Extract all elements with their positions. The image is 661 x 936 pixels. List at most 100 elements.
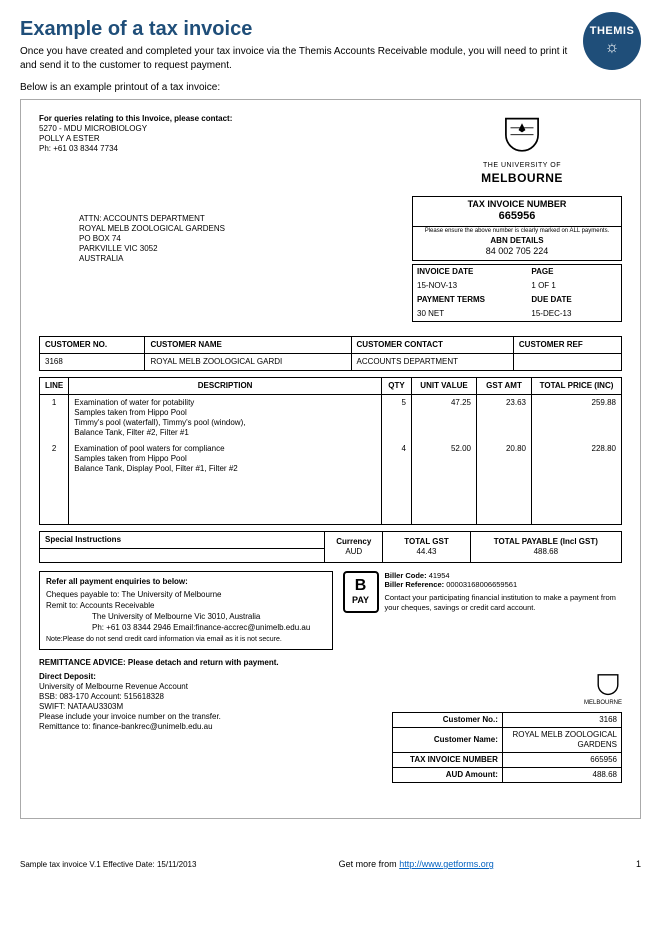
stub-l-custno: Customer No.: [393,712,503,727]
totals-h-gst: TOTAL GST [388,537,464,547]
pay-l3: The University of Melbourne Vic 3010, Au… [46,612,326,622]
lines-h-desc: DESCRIPTION [69,377,382,394]
stub-v-custname: ROYAL MELB ZOOLOGICAL GARDENS [502,727,621,752]
stub-v-amt: 488.68 [502,767,621,782]
university-small: THE UNIVERSITY OF [422,162,622,171]
payment-enquiries-box: Refer all payment enquiries to below: Ch… [39,571,333,651]
terms-value: 30 NET [413,307,527,321]
tax-number-value: 665956 [413,210,621,226]
customer-table: CUSTOMER NO. CUSTOMER NAME CUSTOMER CONT… [39,336,622,371]
totals-gst: 44.43 [388,547,464,557]
bpay-ref: 00003168006659561 [446,580,517,589]
totals-h-currency: Currency [330,537,377,547]
line-cell: 47.25 [412,394,477,441]
intro-text: Once you have created and completed your… [20,45,575,72]
footer-center: Get more from http://www.getforms.org [196,859,636,869]
tax-note: Please ensure the above number is clearl… [413,226,621,237]
totals-table: Special Instructions Currency AUD TOTAL … [39,531,622,563]
bpay-block: BPAY Biller Code: 41954 Biller Reference… [343,571,623,651]
remit-stub-table: Customer No.:3168 Customer Name:ROYAL ME… [392,712,622,783]
crest-icon [499,114,545,160]
attn-l2: ROYAL MELB ZOOLOGICAL GARDENS [79,224,225,234]
totals-payable-cell: TOTAL PAYABLE (Incl GST) 488.68 [470,531,621,562]
queries-label: For queries relating to this Invoice, pl… [39,114,232,124]
lines-h-qty: QTY [382,377,412,394]
line-cell: Examination of pool waters for complianc… [69,441,382,525]
themis-word: THEMIS [590,25,635,37]
lines-table: LINE DESCRIPTION QTY UNIT VALUE GST AMT … [39,377,622,525]
line-cell: 5 [382,394,412,441]
page-title: Example of a tax invoice [20,18,575,41]
stub-v-inv: 665956 [502,752,621,767]
mini-crest-icon [594,672,622,700]
stub-l-inv: TAX INVOICE NUMBER [393,752,503,767]
remit-header: REMITTANCE ADVICE: Please detach and ret… [39,658,622,668]
remit-right: MELBOURNE Customer No.:3168 Customer Nam… [392,672,622,783]
cust-contact: ACCOUNTS DEPARTMENT [351,353,513,370]
bpay-blurb: Contact your participating financial ins… [385,593,623,612]
cust-name: ROYAL MELB ZOOLOGICAL GARDI [145,353,351,370]
page-footer: Sample tax invoice V.1 Effective Date: 1… [20,859,641,869]
invoice-meta-grid: INVOICE DATE PAGE 15-NOV-13 1 OF 1 PAYME… [412,264,622,322]
totals-h-payable: TOTAL PAYABLE (Incl GST) [476,537,616,547]
stub-v-custno: 3168 [502,712,621,727]
dd4: Please include your invoice number on th… [39,712,392,722]
line-cell: 228.80 [532,441,622,525]
abn-value: 84 002 705 224 [413,246,621,259]
attn-l4: PARKVILLE VIC 3052 [79,244,225,254]
due-value: 15-DEC-13 [527,307,621,321]
mini-uni-text: MELBOURNE [392,700,622,708]
totals-currency-cell: Currency AUD [325,531,383,562]
line-cell: 1 [40,394,69,441]
pay-note: Note:Please do not send credit card info… [46,636,326,645]
line-cell: 2 [40,441,69,525]
cust-ref [513,353,621,370]
lines-h-unit: UNIT VALUE [412,377,477,394]
themis-logo: THEMIS ☼ [583,12,641,70]
cust-h-contact: CUSTOMER CONTACT [351,336,513,353]
queries-person: POLLY A ESTER [39,134,232,144]
footer-center-pre: Get more from [339,859,400,869]
footer-link[interactable]: http://www.getforms.org [399,859,494,869]
university-logo-block: THE UNIVERSITY OF MELBOURNE [422,114,622,186]
page-label: PAGE [527,265,621,279]
attn-block: ATTN: ACCOUNTS DEPARTMENT ROYAL MELB ZOO… [39,196,225,322]
pay-l2: Remit to: Accounts Receivable [46,601,326,611]
pay-l4: Ph: +61 03 8344 2946 Email:finance-accre… [46,623,326,633]
page-value: 1 OF 1 [527,279,621,293]
totals-currency: AUD [330,547,377,557]
footer-left: Sample tax invoice V.1 Effective Date: 1… [20,860,196,869]
lines-h-gst: GST AMT [477,377,532,394]
due-label: DUE DATE [527,293,621,307]
dd3: SWIFT: NATAAU3303M [39,702,392,712]
stub-l-amt: AUD Amount: [393,767,503,782]
invdate-label: INVOICE DATE [413,265,527,279]
totals-h-special: Special Instructions [40,531,325,548]
tax-info-block: TAX INVOICE NUMBER 665956 Please ensure … [412,196,622,322]
bpay-code-label: Biller Code: [385,571,427,580]
cust-h-name: CUSTOMER NAME [145,336,351,353]
attn-l1: ATTN: ACCOUNTS DEPARTMENT [79,214,225,224]
dd-label: Direct Deposit: [39,672,392,682]
invoice-container: For queries relating to this Invoice, pl… [20,99,641,819]
stub-l-custname: Customer Name: [393,727,503,752]
university-name: MELBOURNE [422,171,622,186]
cust-h-ref: CUSTOMER REF [513,336,621,353]
queries-dept: 5270 - MDU MICROBIOLOGY [39,124,232,134]
pay-l1: Cheques payable to: The University of Me… [46,590,326,600]
dd1: University of Melbourne Revenue Account [39,682,392,692]
totals-gst-cell: TOTAL GST 44.43 [383,531,470,562]
totals-payable: 488.68 [476,547,616,557]
queries-block: For queries relating to this Invoice, pl… [39,114,232,186]
lines-h-total: TOTAL PRICE (INC) [532,377,622,394]
line-cell: 4 [382,441,412,525]
terms-label: PAYMENT TERMS [413,293,527,307]
totals-special [40,548,325,562]
bpay-ref-label: Biller Reference: [385,580,445,589]
tax-number-label: TAX INVOICE NUMBER [413,197,621,210]
dd2: BSB: 083-170 Account: 515618328 [39,692,392,702]
invdate-value: 15-NOV-13 [413,279,527,293]
subintro-text: Below is an example printout of a tax in… [20,82,641,93]
bpay-icon: BPAY [343,571,379,613]
line-cell: 259.88 [532,394,622,441]
